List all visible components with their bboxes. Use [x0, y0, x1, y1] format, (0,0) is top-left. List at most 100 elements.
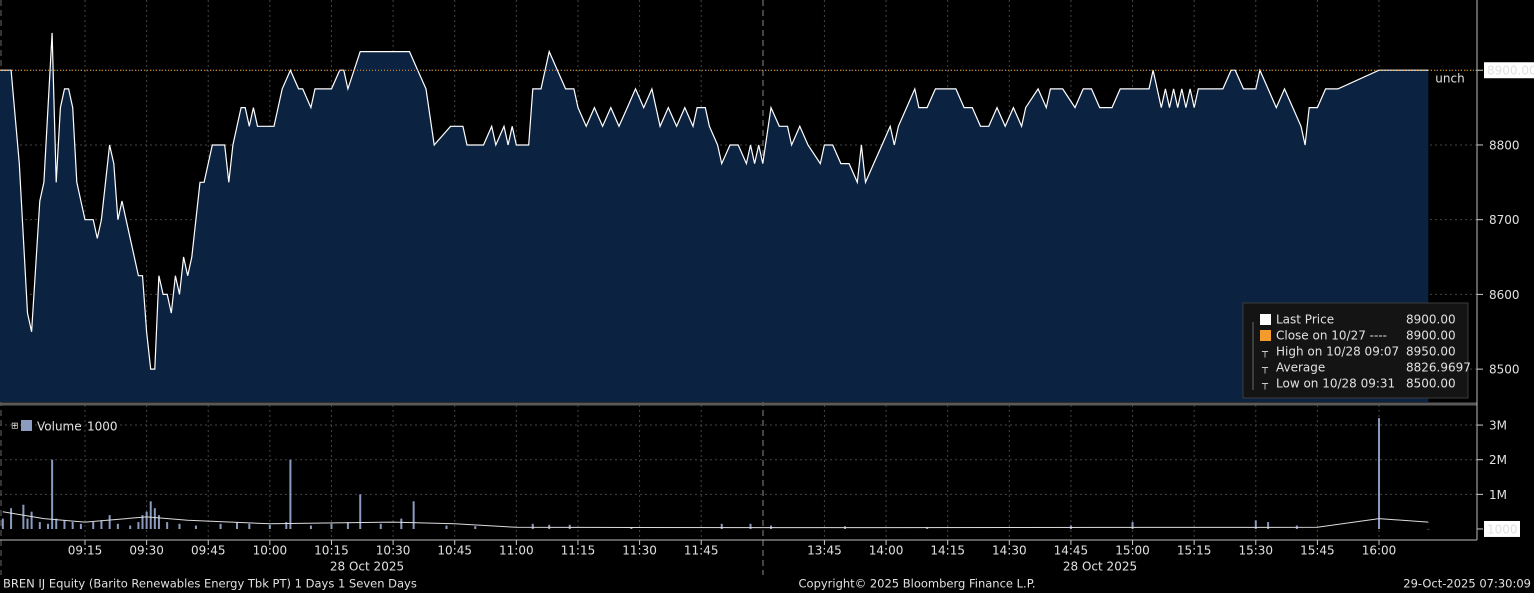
- legend-value: 8900.00: [1406, 313, 1456, 327]
- x-tick-label: 14:30: [992, 544, 1027, 558]
- volume-bar: [47, 523, 50, 529]
- volume-bar: [248, 523, 251, 529]
- volume-bar: [445, 525, 448, 529]
- legend-value: 1000: [87, 420, 118, 434]
- x-tick-label: 10:15: [314, 544, 349, 558]
- x-tick-label: 09:30: [129, 544, 164, 558]
- legend-swatch: [1260, 330, 1271, 341]
- volume-bar: [346, 522, 349, 529]
- volume-bar: [412, 501, 415, 529]
- price-area: [0, 32, 1429, 402]
- footer-copyright: Copyright© 2025 Bloomberg Finance L.P.: [799, 577, 1036, 591]
- legend-value: 8900.00: [1406, 329, 1456, 343]
- legend-label: Average: [1276, 361, 1325, 375]
- volume-bar: [100, 520, 103, 529]
- legend-label: Last Price: [1276, 313, 1334, 327]
- volume-bar: [720, 523, 723, 529]
- x-tick-label: 10:45: [437, 544, 472, 558]
- volume-bar: [330, 523, 333, 529]
- y-tick-label: 2M: [1489, 453, 1507, 467]
- price-line: [0, 32, 1429, 370]
- volume-bar: [178, 523, 181, 529]
- volume-bar: [1254, 520, 1257, 529]
- volume-bar: [145, 511, 148, 529]
- footer-security: BREN IJ Equity (Barito Renewables Energy…: [3, 577, 417, 591]
- y-tick-label: 8900.00: [1487, 64, 1534, 78]
- volume-bar: [309, 525, 312, 529]
- volume-bar: [219, 523, 222, 529]
- volume-bar: [400, 518, 403, 529]
- volume-bar: [531, 523, 534, 529]
- volume-bar: [63, 520, 66, 529]
- legend-symbol: ┬: [1261, 347, 1269, 358]
- volume-bar: [1378, 418, 1381, 529]
- volume-bar: [289, 459, 292, 529]
- volume-bar: [235, 522, 238, 529]
- volume-legend: ⊞ Volume 1000: [11, 420, 118, 434]
- volume-bar: [268, 524, 271, 529]
- legend-label: Close on 10/27 ----: [1276, 329, 1387, 343]
- x-tick-label: 14:00: [869, 544, 904, 558]
- legend-toggle: ⊞: [11, 422, 19, 432]
- y-tick-label: 1M: [1489, 488, 1507, 502]
- volume-bar: [153, 508, 156, 529]
- x-tick-label: 13:45: [807, 544, 842, 558]
- volume-bar: [55, 518, 58, 529]
- volume-bar: [1427, 528, 1430, 530]
- legend-label: High on 10/28 09:07: [1276, 345, 1399, 359]
- x-tick-label: 14:45: [1054, 544, 1089, 558]
- volume-bar: [51, 459, 54, 529]
- x-tick-label: 09:15: [68, 544, 103, 558]
- x-tick-label: 15:00: [1115, 544, 1150, 558]
- volume-bar: [1, 518, 4, 529]
- volume-bar: [116, 523, 119, 529]
- volume-bar: [108, 515, 111, 529]
- legend-value: 8950.00: [1406, 345, 1456, 359]
- volume-bar: [141, 515, 144, 529]
- x-tick-label: 14:15: [930, 544, 965, 558]
- volume-bar: [22, 504, 25, 529]
- volume-bar: [26, 518, 29, 529]
- volume-bar: [359, 494, 362, 529]
- legend-value: 8826.9697: [1406, 361, 1471, 375]
- legend: Last Price 8900.00 Close on 10/27 ---- 8900…: [1242, 302, 1471, 399]
- volume-bar: [79, 523, 82, 529]
- x-tick-label: 11:30: [622, 544, 657, 558]
- legend-box: [1242, 302, 1469, 399]
- volume-bar: [92, 522, 95, 529]
- volume-bar: [194, 525, 197, 529]
- x-tick-label: 09:45: [191, 544, 226, 558]
- y-tick-label: 8800: [1489, 138, 1520, 152]
- y-tick-label: 1000: [1487, 522, 1518, 536]
- x-tick-label: 11:15: [561, 544, 596, 558]
- x-tick-label: 11:00: [499, 544, 534, 558]
- y-tick-label: 8700: [1489, 213, 1520, 227]
- last-volume-box: [1484, 520, 1520, 537]
- prev-close-label: unch: [1435, 72, 1464, 86]
- legend-symbol: ┬: [1261, 363, 1269, 374]
- volume-bar: [474, 526, 477, 529]
- volume-bar: [129, 525, 132, 529]
- volume-bar: [157, 515, 160, 529]
- legend-symbol: ┬: [1261, 379, 1269, 390]
- volume-bar: [38, 522, 41, 529]
- plot: unch: [0, 32, 1477, 530]
- y-tick-label: 3M: [1489, 419, 1507, 433]
- volume-bar: [1131, 522, 1134, 529]
- legend-swatch: [21, 420, 32, 431]
- volume-bar: [379, 523, 382, 529]
- volume-bar: [1267, 522, 1270, 529]
- legend-label: Volume: [37, 420, 82, 434]
- volume-bar: [137, 522, 140, 529]
- date-label: 28 Oct 2025: [330, 560, 404, 574]
- x-tick-label: 10:00: [253, 544, 288, 558]
- volume-bar: [71, 522, 74, 529]
- x-tick-label: 16:00: [1362, 544, 1397, 558]
- volume-bar: [30, 511, 33, 529]
- y-tick-label: 8500: [1489, 363, 1520, 377]
- volume-average: [2, 511, 1429, 529]
- volume-bar: [749, 523, 752, 529]
- volume-bar: [285, 522, 288, 529]
- x-tick-label: 15:45: [1300, 544, 1335, 558]
